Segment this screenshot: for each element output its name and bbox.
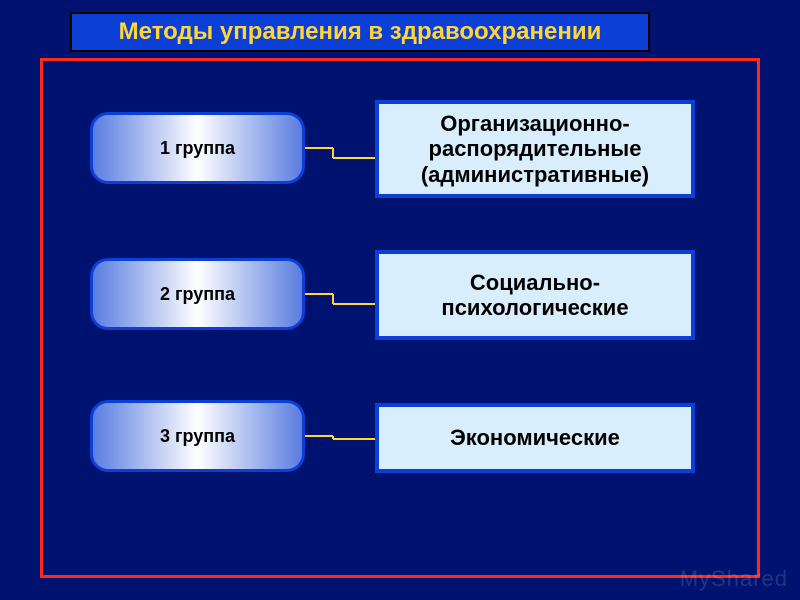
slide: Методы управления в здравоохранении 1 гр…: [0, 0, 800, 600]
description-text: Социально- психологические: [441, 270, 628, 321]
slide-title-text: Методы управления в здравоохранении: [119, 18, 602, 46]
description-box-1: Организационно- распорядительные (админи…: [375, 100, 695, 198]
description-box-3: Экономические: [375, 403, 695, 473]
description-box-2: Социально- психологические: [375, 250, 695, 340]
group-box-2: 2 группа: [90, 258, 305, 330]
slide-title: Методы управления в здравоохранении: [70, 12, 650, 52]
group-label: 1 группа: [160, 138, 235, 159]
description-text: Экономические: [450, 425, 620, 450]
group-label: 2 группа: [160, 284, 235, 305]
description-text: Организационно- распорядительные (админи…: [421, 111, 649, 187]
group-box-3: 3 группа: [90, 400, 305, 472]
group-label: 3 группа: [160, 426, 235, 447]
group-box-1: 1 группа: [90, 112, 305, 184]
